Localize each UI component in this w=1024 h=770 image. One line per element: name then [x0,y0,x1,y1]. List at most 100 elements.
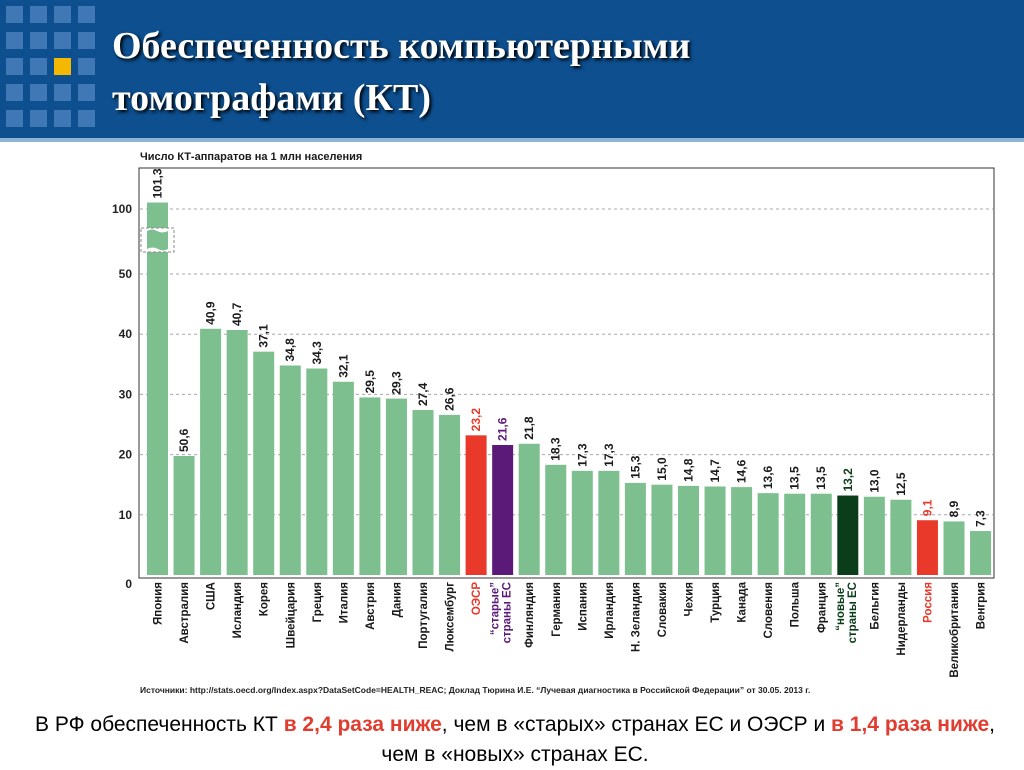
chart-title: Число КТ-аппаратов на 1 млн населения [140,151,362,163]
data-label: 14,7 [708,459,722,483]
bar [306,368,328,575]
x-tick-label: Греция [312,582,324,622]
x-tick-label: Австрия [365,582,377,630]
bar [970,531,992,575]
bar [545,464,567,575]
x-tick-label: Португалия [418,582,430,649]
decorative-square [6,32,23,49]
bar [571,470,593,575]
decorative-square [30,58,47,75]
data-label: 27,4 [416,382,430,406]
y-tick-label: 40 [119,327,133,341]
slide-title: Обеспеченность компьютерными томографами… [112,20,992,124]
footer-summary: В РФ обеспеченность КТ в 2,4 раза ниже, … [20,710,1010,770]
y-tick-label: 20 [119,448,133,462]
bar [624,482,646,575]
bar [332,381,354,575]
bar [253,351,275,575]
data-label: 26,6 [443,387,457,411]
data-label: 34,3 [310,341,324,365]
decorative-square [6,84,23,101]
data-label: 14,6 [735,459,749,483]
x-tick-label: Нидерланды [896,582,908,656]
x-tick-label: Словения [763,582,775,639]
x-tick-label: Финляндия [524,582,536,648]
x-tick-label: Польша [790,581,802,627]
data-label: 101,3 [151,168,165,198]
bar [757,493,779,575]
decorative-square [54,6,71,23]
header-divider [0,138,1024,142]
x-tick-label: Германия [551,582,563,637]
x-tick-label: США [206,582,218,610]
data-label: 23,2 [469,408,483,432]
source-note: Источники: http://stats.oecd.org/Index.a… [140,685,810,695]
data-label: 8,9 [947,500,961,517]
bar [359,397,381,575]
data-label: 21,6 [496,417,510,441]
data-label: 13,6 [761,465,775,489]
x-tick-label: Италия [338,582,350,623]
data-label: 32,1 [336,354,350,378]
x-tick-label: Корея [259,582,271,616]
x-tick-label: Канада [737,581,749,622]
decorative-square [54,32,71,49]
bar [173,456,195,575]
bar [465,435,487,575]
bar [439,414,461,575]
bar [837,495,859,575]
bar [784,493,806,575]
bar [916,520,938,575]
x-tick-label: Япония [153,582,165,625]
data-label: 7,3 [974,510,988,527]
decorative-square [54,110,71,127]
bar-chart: Число КТ-аппаратов на 1 млн населения 10… [112,151,995,695]
decorative-square [78,84,95,101]
data-label: 13,0 [867,469,881,493]
bar [412,410,434,575]
decorative-square [78,58,95,75]
bar [678,485,699,575]
data-label: 29,5 [363,370,377,394]
x-tick-label: страны ЕС [847,582,859,643]
x-tick-label: Турция [710,582,722,623]
decorative-square [30,84,47,101]
x-tick-label: “старые” [490,582,502,635]
footer-text-2: , чем в «старых» странах ЕС и ОЭСР и [441,713,832,736]
bar [704,486,726,575]
data-label: 14,8 [682,458,696,482]
bar [890,499,912,575]
x-tick-label: Ирландия [604,582,616,639]
decorative-square [78,32,95,49]
bar [492,444,514,575]
data-label: 9,1 [920,499,934,516]
bar [226,329,248,575]
decorative-square [30,32,47,49]
footer-highlight-2: в 1,4 раза ниже [831,713,990,736]
bar [731,487,753,575]
data-label: 21,8 [522,416,536,440]
axis-break-fill [147,229,168,251]
bar [200,328,222,575]
y-tick-label: 10 [119,508,133,522]
x-tick-label: Швейцария [285,582,297,648]
x-tick-label: страны ЕС [502,582,514,643]
data-label: 17,3 [602,443,616,467]
y-tick-label: 0 [125,577,132,591]
bar [810,493,832,575]
bar [651,484,673,575]
x-tick-label: Венгрия [976,582,988,629]
x-tick-label: ОЭСР [471,582,483,615]
x-tick-label: Франция [816,582,828,633]
decorative-square [6,58,23,75]
x-tick-label: Чехия [684,582,696,617]
slide-title-line1: Обеспеченность компьютерными [112,25,691,67]
y-tick-label: 100 [112,202,132,216]
bar [279,365,301,575]
x-tick-label: Австралия [179,582,191,644]
x-tick-label: Великобритания [949,582,961,678]
decorative-square [54,84,71,101]
x-tick-label: Дания [391,582,403,617]
data-label: 13,5 [788,466,802,490]
data-label: 12,5 [894,472,908,496]
